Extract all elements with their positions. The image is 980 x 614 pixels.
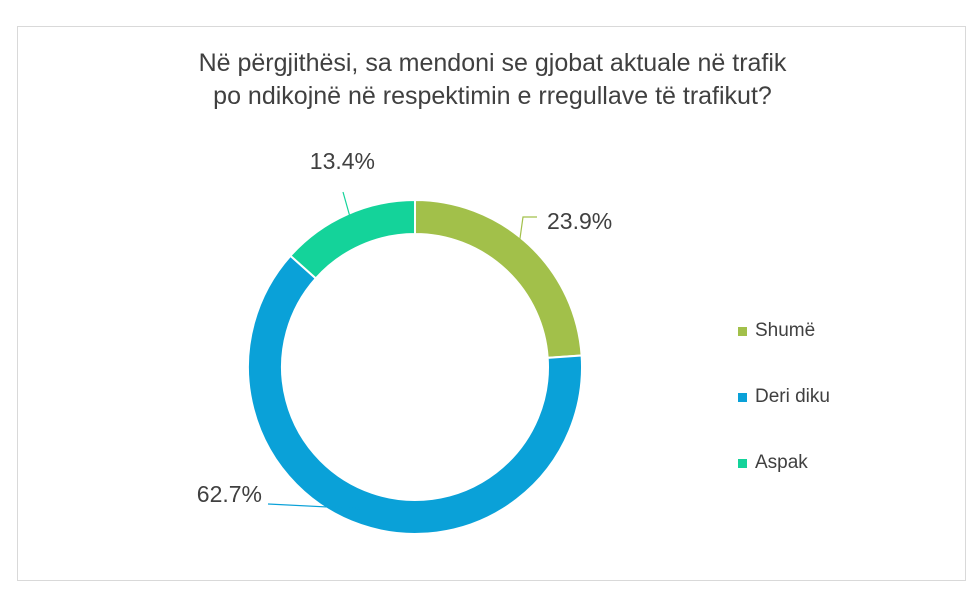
slice-deri-diku — [247, 254, 583, 535]
leader-line-shume — [516, 216, 537, 258]
data-label-aspak: 13.4% — [310, 148, 375, 174]
chart-title-line-2: po ndikojnë në respektimin e rregullave … — [213, 82, 772, 110]
slice-aspak — [289, 198, 416, 280]
chart-title-line-1: Në përgjithësi, sa mendoni se gjobat akt… — [198, 49, 787, 77]
data-label-deri-diku: 62.7% — [197, 481, 262, 507]
chart-frame: Në përgjithësi, sa mendoni se gjobat akt… — [17, 26, 966, 581]
donut-chart: 23.9% 62.7% 13.4% — [197, 148, 612, 535]
legend-label-deri-diku: Deri diku — [755, 386, 830, 407]
leader-line-deri-diku — [267, 503, 367, 510]
legend-swatch-aspak — [738, 458, 747, 468]
legend-label-shume: Shumë — [755, 320, 816, 341]
legend-item-deri-diku: Deri diku — [738, 385, 830, 409]
legend-swatch-shume — [738, 326, 747, 336]
data-label-shume: 23.9% — [547, 208, 612, 234]
legend-item-shume: Shumë — [738, 319, 815, 343]
legend-swatch-deri-diku — [738, 392, 747, 402]
legend-item-aspak: Aspak — [738, 451, 808, 475]
legend-label-aspak: Aspak — [755, 452, 808, 473]
leader-line-aspak — [342, 191, 355, 231]
chart-title: Në përgjithësi, sa mendoni se gjobat akt… — [18, 47, 967, 113]
